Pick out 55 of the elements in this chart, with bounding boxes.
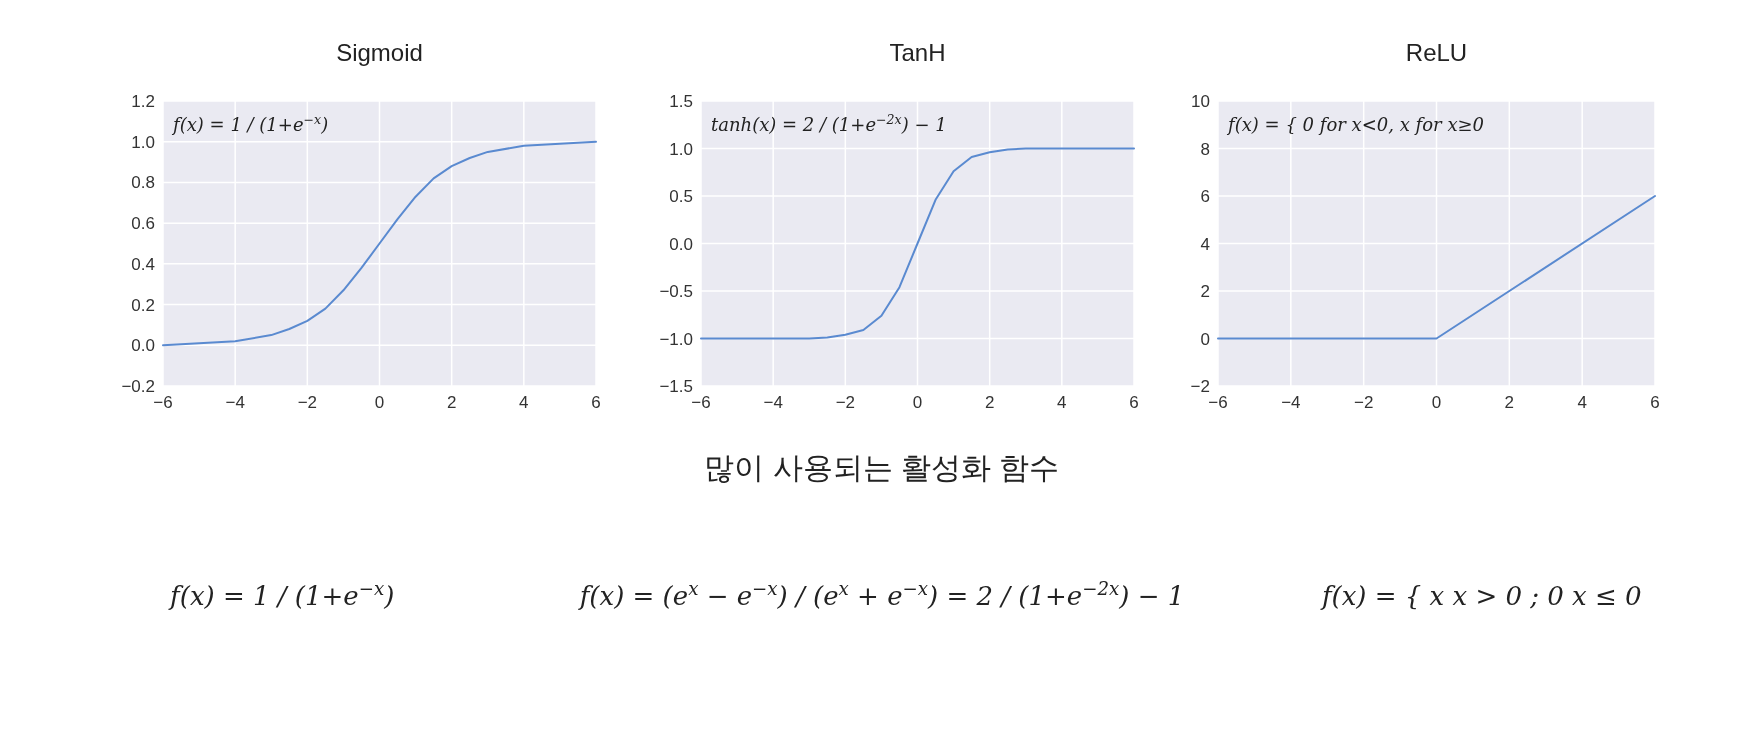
x-tick-label: −4 — [763, 393, 783, 412]
y-tick-label: −1.5 — [659, 377, 693, 396]
text: f(x) = { x x > 0 ; 0 x ≤ 0 — [1319, 581, 1642, 611]
x-tick-label: −4 — [225, 393, 245, 412]
x-tick-label: 6 — [1650, 393, 1660, 412]
chart-title: ReLU — [1405, 39, 1468, 66]
x-tick-label: 2 — [984, 393, 995, 412]
y-tick-label: 2 — [1200, 282, 1210, 301]
y-tick-label: 8 — [1200, 139, 1210, 159]
x-tick-label: 2 — [446, 393, 457, 412]
y-tick-label: −0.5 — [659, 282, 693, 301]
text: f(x) = 1 / (1+e$^{−x}$) — [168, 577, 395, 611]
y-tick-label: 0.4 — [131, 254, 155, 274]
x-tick-label: 0 — [912, 393, 923, 412]
x-tick-label: 6 — [1129, 393, 1139, 412]
x-tick-label: −6 — [153, 393, 173, 412]
annotation: f(x) = 1 / (1+e$^{−x}$) — [171, 111, 329, 135]
y-tick-label: 0.0 — [131, 336, 155, 356]
x-tick-label: 0 — [374, 393, 385, 412]
text: f(x) = (e$^{x}$ − e$^{−x}$) / (e$^{x}$ + e$^{−x}$) = 2 / (1+e$^{−2x}$) − 1 — [579, 577, 1185, 611]
chart-title: TanH — [889, 39, 946, 66]
y-tick-label: 0.2 — [131, 295, 155, 315]
chart-title: Sigmoid — [336, 39, 423, 66]
y-tick-label: 4 — [1200, 234, 1210, 254]
annotation: tanh(x) = 2 / (1+e$^{−2x}$) − 1 — [711, 111, 947, 135]
x-tick-label: −6 — [691, 393, 711, 412]
x-tick-label: 4 — [1577, 393, 1587, 412]
y-tick-label: 1.5 — [669, 92, 693, 111]
y-tick-label: 6 — [1200, 187, 1210, 206]
y-tick-label: −2 — [1190, 377, 1210, 396]
y-tick-label: −0.2 — [121, 377, 155, 396]
y-tick-label: 1.2 — [131, 92, 155, 111]
x-tick-label: −6 — [1208, 393, 1228, 412]
x-tick-label: 6 — [591, 393, 601, 412]
line-series — [700, 147, 1135, 340]
y-tick-label: 0 — [1200, 329, 1210, 349]
x-tick-label: 2 — [1504, 393, 1515, 412]
text: 많이 사용되는 활성화 함수 — [704, 451, 1060, 484]
annotation: f(x) = { 0 for x<0, x for x≥0 — [1226, 114, 1485, 135]
line-series — [162, 140, 597, 347]
x-tick-label: 4 — [519, 393, 529, 412]
x-tick-label: −2 — [297, 393, 318, 412]
y-tick-label: 0.6 — [131, 214, 155, 234]
x-tick-label: 4 — [1057, 393, 1067, 412]
x-tick-label: −2 — [1353, 393, 1374, 412]
y-tick-label: 1.0 — [131, 132, 155, 152]
y-tick-label: −1.0 — [659, 329, 693, 349]
y-tick-label: 0.8 — [131, 173, 155, 193]
x-tick-label: −4 — [1281, 393, 1301, 412]
x-tick-label: 0 — [1431, 393, 1442, 412]
y-tick-label: 10 — [1191, 92, 1210, 111]
y-tick-label: 0.0 — [669, 234, 693, 254]
y-tick-label: 1.0 — [669, 139, 693, 159]
x-tick-label: −2 — [835, 393, 856, 412]
y-tick-label: 0.5 — [669, 187, 693, 206]
